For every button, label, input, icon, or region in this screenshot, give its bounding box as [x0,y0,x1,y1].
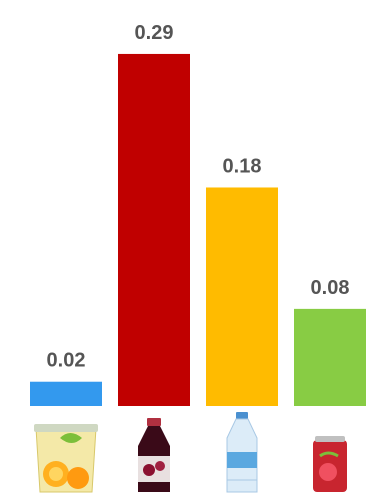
juice-bottle-icon [138,418,170,492]
value-label-juice-cup: 0.02 [47,350,86,372]
juice-cup-icon [34,424,98,493]
bar-water-bottle [206,187,278,406]
bar-juice-bottle [118,53,190,406]
soda-can-icon [313,436,347,492]
value-label-water-bottle: 0.18 [223,155,262,177]
value-label-juice-bottle: 0.29 [135,22,174,44]
value-label-soda-can: 0.08 [311,277,350,299]
bar-soda-can [294,308,366,406]
bar-juice-cup [30,381,102,406]
water-bottle-icon [226,412,258,493]
